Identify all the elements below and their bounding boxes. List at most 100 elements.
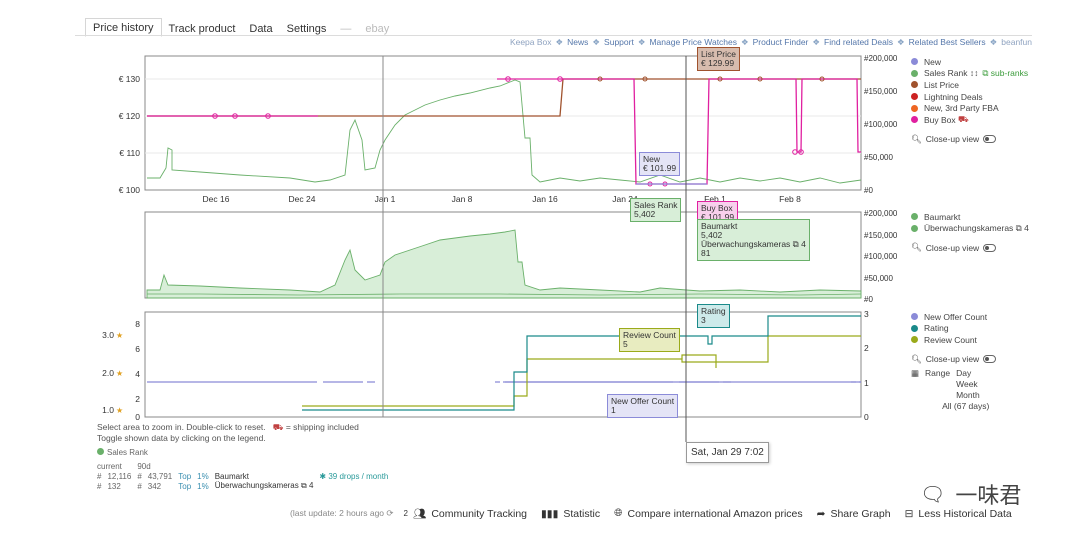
- price-chart[interactable]: € 130 € 120 € 110 € 100 #200,000 #150,00…: [119, 54, 898, 204]
- statistic-button[interactable]: ▮▮▮ Statistic: [541, 507, 601, 520]
- stats-row: #12,116 #43,791 Top 1% Baumarkt ✱ 39 drops…: [97, 471, 389, 481]
- share-graph-button[interactable]: ➦ Share Graph: [816, 507, 891, 520]
- sales-rank-chart[interactable]: #200,000 #150,000 #100,000 #50,000 #0: [144, 209, 898, 304]
- link-product-finder[interactable]: Product Finder: [752, 37, 809, 47]
- y-tick-110: € 110: [119, 148, 140, 158]
- link-support[interactable]: Support: [604, 37, 634, 47]
- x-tick-jan8: Jan 8: [452, 194, 473, 204]
- stats-title: Sales Rank: [107, 448, 148, 457]
- count-tick-2: 2: [135, 394, 140, 404]
- legend-item-review-count[interactable]: Review Count: [911, 334, 996, 346]
- count-tick-4: 4: [135, 369, 140, 379]
- legend-item-buy-box[interactable]: Buy Box ⛟: [911, 114, 1028, 126]
- footer-bar: (last update: 2 hours ago ⟳ 2 👥︎ Community…: [290, 507, 1026, 520]
- rank2-tick-50k: #50,000: [864, 274, 893, 283]
- link-manage-price-watches[interactable]: Manage Price Watches: [649, 37, 738, 47]
- tab-bar: Price history Track product Data Setting…: [85, 18, 396, 37]
- rank2-tick-100k: #100,000: [864, 252, 898, 261]
- legend-item-sales-rank[interactable]: Sales Rank ↕↕ ⧉ sub-ranks: [911, 68, 1028, 80]
- legend-item-3rd-party-fba[interactable]: New, 3rd Party FBA: [911, 102, 1028, 114]
- range-month[interactable]: Month: [956, 389, 980, 400]
- stats-head-current: current: [97, 461, 122, 471]
- r-tick-1: 1: [864, 378, 869, 388]
- star-icon: ★: [116, 331, 123, 340]
- watermark: 🗨︎ 一味君: [920, 483, 1022, 508]
- stats-row: #132 #342 Top 1% Überwachungskameras ⧉ 4: [97, 481, 314, 491]
- x-tick-feb8: Feb 8: [779, 194, 801, 204]
- tab-data[interactable]: Data: [249, 23, 273, 35]
- legend-item-lightning-deals[interactable]: Lightning Deals: [911, 91, 1028, 103]
- share-icon: ➦: [816, 507, 826, 520]
- y-tick-130: € 130: [119, 74, 141, 84]
- rank-tick-50k: #50,000: [864, 153, 893, 162]
- series-review-count: [302, 335, 861, 407]
- tab-price-history[interactable]: Price history: [85, 18, 162, 37]
- r-tick-3: 3: [864, 309, 869, 319]
- less-historical-button[interactable]: ⊟ Less Historical Data: [904, 507, 1012, 520]
- tooltip-sales-rank: Sales Rank 5,402: [630, 198, 682, 222]
- range-week[interactable]: Week: [956, 378, 978, 389]
- tab-track-product[interactable]: Track product: [168, 23, 236, 35]
- range-all[interactable]: All (67 days): [942, 400, 990, 411]
- tooltip-rating: Rating 3: [697, 304, 730, 328]
- tooltip-review-count: Review Count 5: [619, 328, 680, 352]
- x-tick-jan24: Jan 24: [612, 194, 638, 204]
- sub-ranks-badge[interactable]: ⧉ sub-ranks: [982, 67, 1029, 78]
- link-find-related-deals[interactable]: Find related Deals: [824, 37, 893, 47]
- last-update: (last update: 2 hours ago ⟳: [290, 508, 394, 518]
- tooltip-baumarkt: Baumarkt 5,402 Überwachungskameras ⧉ 4 81: [697, 219, 810, 261]
- closeup-toggle-3[interactable]: 🔍︎ Close-up view: [911, 354, 997, 365]
- legend-item-list-price[interactable]: List Price: [911, 79, 1028, 91]
- link-related-best-sellers[interactable]: Related Best Sellers: [908, 37, 986, 47]
- star-icon: ★: [116, 406, 123, 415]
- community-tracking-button[interactable]: 2 👥︎ Community Tracking: [403, 507, 528, 521]
- toggle-icon[interactable]: [983, 355, 997, 364]
- x-tick-feb1: Feb 1: [704, 194, 726, 204]
- link-keepa-box[interactable]: Keepa Box: [509, 37, 552, 47]
- series-ueberwachungskameras: [147, 293, 862, 296]
- drops-icon: ✱: [319, 471, 327, 481]
- legend-item-ueberwachungskameras[interactable]: Überwachungskameras ⧉ 4: [911, 223, 1029, 235]
- tooltip-new-offer-count: New Offer Count 1: [607, 394, 679, 418]
- tab-ebay[interactable]: ebay: [365, 23, 390, 35]
- x-tick-jan16: Jan 16: [532, 194, 558, 204]
- tooltip-date: Sat, Jan 29 7:02: [686, 442, 769, 463]
- truck-icon: ⛟: [272, 422, 284, 432]
- series-buy-box: [147, 78, 861, 185]
- series-baumarkt-area: [146, 229, 862, 299]
- range-day[interactable]: Day: [956, 367, 972, 378]
- tooltip-new: New € 101.99: [639, 152, 681, 176]
- r-tick-2: 2: [864, 343, 869, 353]
- toggle-icon[interactable]: [983, 243, 997, 252]
- legend-item-new-offer-count[interactable]: New Offer Count: [911, 311, 996, 323]
- stats-head-90d: 90d: [137, 461, 151, 471]
- offers-reviews-chart[interactable]: 8 6 4 2 0 3.0 2.0 1.0 ★ ★ ★ 3 2 1 0: [102, 309, 869, 422]
- chart-help-text: Select area to zoom in. Double-click to …: [97, 422, 359, 443]
- link-beanfun[interactable]: beanfun: [1001, 37, 1032, 47]
- star-icon: ★: [116, 369, 123, 378]
- toggle-icon[interactable]: [983, 135, 997, 144]
- tooltip-list-price: List Price € 129.99: [697, 47, 740, 71]
- legend-item-new[interactable]: New: [911, 56, 1028, 68]
- series-rating: [302, 315, 861, 411]
- series-review-count-step: [681, 354, 717, 368]
- calendar-icon: ▦: [911, 367, 920, 378]
- closeup-toggle-2[interactable]: 🔍︎ Close-up view: [911, 242, 1029, 253]
- rank2-tick-200k: #200,000: [864, 209, 898, 218]
- closeup-toggle-1[interactable]: 🔍︎ Close-up view: [911, 134, 1028, 145]
- series-sales-rank: [147, 79, 862, 184]
- compare-prices-button[interactable]: 🌐︎ Compare international Amazon prices: [614, 507, 803, 520]
- link-news[interactable]: News: [567, 37, 589, 47]
- count-tick-8: 8: [135, 319, 140, 329]
- sort-icon[interactable]: ↕↕: [969, 68, 979, 79]
- legend-item-baumarkt[interactable]: Baumarkt: [911, 211, 1029, 223]
- legend-sales-rank: Baumarkt Überwachungskameras ⧉ 4 🔍︎ Close…: [911, 211, 1029, 253]
- rank2-tick-150k: #150,000: [864, 231, 898, 240]
- tab-divider: [75, 35, 1032, 36]
- legend-item-rating[interactable]: Rating: [911, 323, 996, 335]
- top-links: Keepa Box ❖ News ❖ Support ❖ Manage Price W…: [509, 37, 1032, 47]
- rank-tick-150k: #150,000: [864, 87, 898, 96]
- tab-settings[interactable]: Settings: [286, 23, 327, 35]
- rank-tick-0: #0: [864, 186, 873, 195]
